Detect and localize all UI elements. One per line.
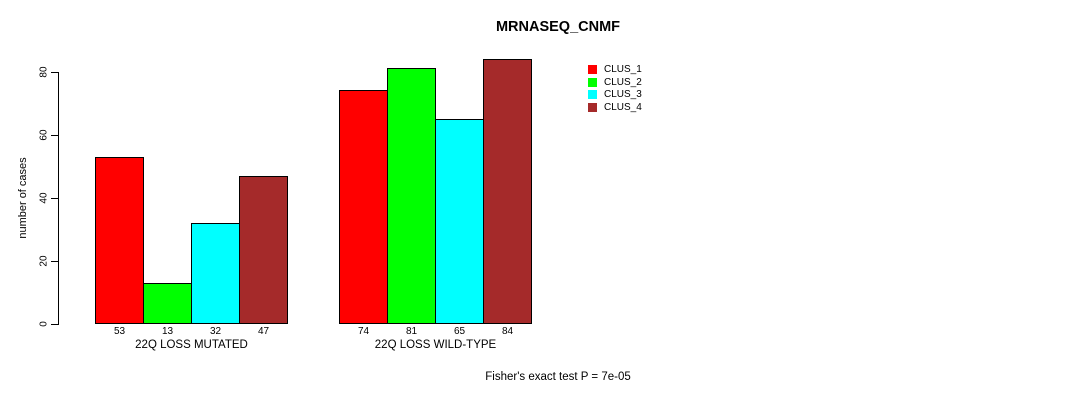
y-axis-tick [51,197,58,199]
bar-value-label: 65 [453,326,466,337]
x-category-label: 22Q LOSS WILD-TYPE [374,339,497,351]
bar-value-label: 74 [357,326,370,337]
y-axis-tick [51,71,58,73]
bar-value-label: 32 [209,326,222,337]
legend-item-label: CLUS_2 [604,76,642,88]
bar-clus_4-group1 [239,175,288,324]
bar-value-label: 81 [405,326,418,337]
bar-clus_4-group2 [483,58,532,324]
y-axis-line [58,71,59,325]
bar-value-label: 13 [161,326,174,337]
bar-value-label: 47 [257,326,270,337]
y-axis-tick [51,260,58,262]
bar-clus_2-group2 [387,68,436,324]
bar-value-label: 53 [113,326,126,337]
bar-clus_1-group1 [95,156,144,324]
bar-value-label: 84 [501,326,514,337]
y-axis-tick-label: 40 [38,192,50,204]
bar-clus_3-group2 [435,118,484,324]
bar-clus_3-group1 [191,223,240,324]
legend-swatch-clus_2 [588,77,597,87]
legend-swatch-clus_3 [588,90,597,100]
legend-item-label: CLUS_3 [604,89,642,101]
legend-item-label: CLUS_4 [604,102,642,114]
y-axis-tick-label: 20 [38,255,50,267]
x-category-label: 22Q LOSS MUTATED [135,339,248,351]
y-axis-tick [51,134,58,136]
legend-swatch-clus_1 [588,65,597,74]
chart-title: MRNASEQ_CNMF [495,19,621,35]
legend-swatch-clus_4 [588,103,597,113]
legend-item-label: CLUS_1 [604,64,642,75]
stat-annotation: Fisher's exact test P = 7e-05 [485,371,631,383]
y-axis-tick [51,324,58,325]
y-axis-tick-label: 80 [38,65,50,78]
bar-clus_2-group1 [143,282,192,324]
y-axis-label: number of cases [17,157,29,239]
bar-clus_1-group2 [339,90,388,324]
y-axis-tick-label: 0 [38,321,50,327]
y-axis-tick-label: 60 [38,129,50,141]
